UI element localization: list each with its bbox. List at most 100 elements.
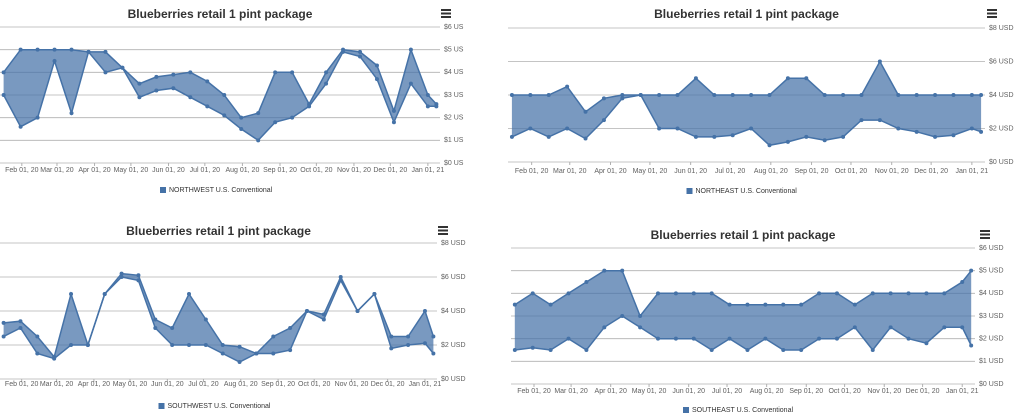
low-marker [799, 348, 804, 352]
high-marker [422, 309, 427, 313]
menu-button[interactable] [987, 16, 997, 18]
menu-button[interactable] [441, 12, 451, 15]
high-marker [69, 292, 74, 296]
high-marker [137, 81, 142, 86]
low-marker [187, 343, 192, 347]
high-marker [406, 334, 411, 339]
low-marker [804, 134, 809, 139]
low-marker [673, 336, 678, 341]
low-marker [942, 325, 947, 330]
menu-button[interactable] [980, 230, 990, 232]
y-tick-label: $0 USD [979, 381, 1004, 388]
high-marker [727, 302, 732, 307]
low-marker [675, 126, 680, 131]
x-tick-label: Apr 01, 20 [78, 167, 110, 174]
low-marker [321, 317, 326, 322]
high-marker [584, 280, 589, 284]
menu-button[interactable] [441, 16, 451, 18]
x-tick-label: Apr 01, 20 [594, 168, 626, 175]
y-tick-label: $4 USD [989, 92, 1014, 99]
low-marker [431, 351, 436, 356]
high-marker [781, 302, 786, 307]
low-marker [237, 360, 242, 364]
high-marker [620, 93, 625, 97]
high-marker [951, 93, 956, 97]
x-tick-label: Sep 01, 20 [795, 168, 829, 175]
low-marker [434, 104, 439, 109]
low-marker [153, 326, 158, 330]
low-marker [691, 336, 696, 341]
low-marker [924, 341, 929, 346]
y-tick-label: $1 USD [979, 358, 1004, 365]
x-tick-label: Oct 01, 20 [300, 167, 332, 174]
low-marker [422, 341, 427, 346]
x-tick-label: Apr 01, 20 [78, 381, 110, 388]
high-marker [693, 76, 698, 81]
high-marker [817, 291, 822, 296]
x-tick-label: Jun 01, 20 [672, 388, 705, 395]
low-marker [86, 49, 91, 54]
x-tick-label: Aug 01, 20 [750, 388, 784, 395]
legend-label: SOUTHEAST U.S. Conventional [692, 407, 793, 414]
low-marker [601, 118, 606, 123]
high-marker [1, 70, 6, 75]
menu-button[interactable] [980, 233, 990, 236]
low-marker [745, 348, 750, 352]
legend-label: SOUTHWEST U.S. Conventional [168, 403, 271, 410]
high-marker [896, 93, 901, 97]
x-tick-label: Apr 01, 20 [595, 388, 627, 395]
x-tick-label: Mar 01, 20 [40, 381, 74, 388]
low-marker [1, 93, 6, 97]
y-tick-label: $3 USD [979, 313, 1004, 320]
high-marker [35, 47, 40, 52]
low-marker [969, 126, 974, 131]
y-tick-label: $6 USD [441, 274, 466, 281]
high-marker [237, 344, 242, 349]
y-tick-label: $6 US [444, 24, 464, 31]
low-marker [324, 81, 329, 86]
high-marker [602, 268, 607, 273]
high-marker [187, 292, 192, 296]
x-tick-label: Jun 01, 20 [152, 167, 185, 174]
low-marker [222, 113, 227, 118]
x-tick-label: May 01, 20 [633, 168, 668, 175]
high-marker [859, 93, 864, 97]
low-marker [136, 278, 141, 283]
low-marker [914, 129, 919, 134]
high-marker [321, 312, 326, 317]
low-marker [372, 292, 377, 296]
x-tick-label: Sep 01, 20 [261, 381, 295, 388]
low-marker [355, 309, 360, 313]
low-marker [290, 115, 295, 120]
menu-button[interactable] [987, 9, 997, 11]
menu-button[interactable] [438, 233, 448, 235]
x-tick-label: Jul 01, 20 [715, 168, 745, 175]
menu-button[interactable] [441, 9, 451, 11]
x-tick-label: May 01, 20 [632, 388, 667, 395]
high-marker [969, 93, 974, 97]
y-tick-label: $4 USD [441, 308, 466, 315]
y-tick-label: $2 USD [441, 342, 466, 349]
x-tick-label: Oct 01, 20 [835, 168, 867, 175]
high-marker [338, 275, 343, 279]
low-marker [304, 309, 309, 313]
menu-button[interactable] [987, 12, 997, 15]
high-marker [153, 317, 158, 322]
low-marker [906, 336, 911, 341]
y-tick-label: $8 USD [441, 240, 466, 247]
menu-button[interactable] [438, 226, 448, 228]
x-tick-label: Nov 01, 20 [867, 388, 901, 395]
y-tick-label: $0 USD [441, 376, 466, 383]
high-marker [822, 93, 827, 97]
menu-button[interactable] [980, 237, 990, 239]
menu-button[interactable] [438, 229, 448, 232]
high-marker [391, 108, 396, 113]
low-marker [52, 356, 57, 361]
low-marker [763, 336, 768, 341]
low-marker [817, 336, 822, 341]
x-tick-label: Dec 01, 20 [373, 167, 407, 174]
y-tick-label: $2 US [444, 115, 464, 122]
low-marker [154, 88, 159, 93]
high-marker [52, 47, 57, 52]
low-marker [18, 326, 23, 330]
